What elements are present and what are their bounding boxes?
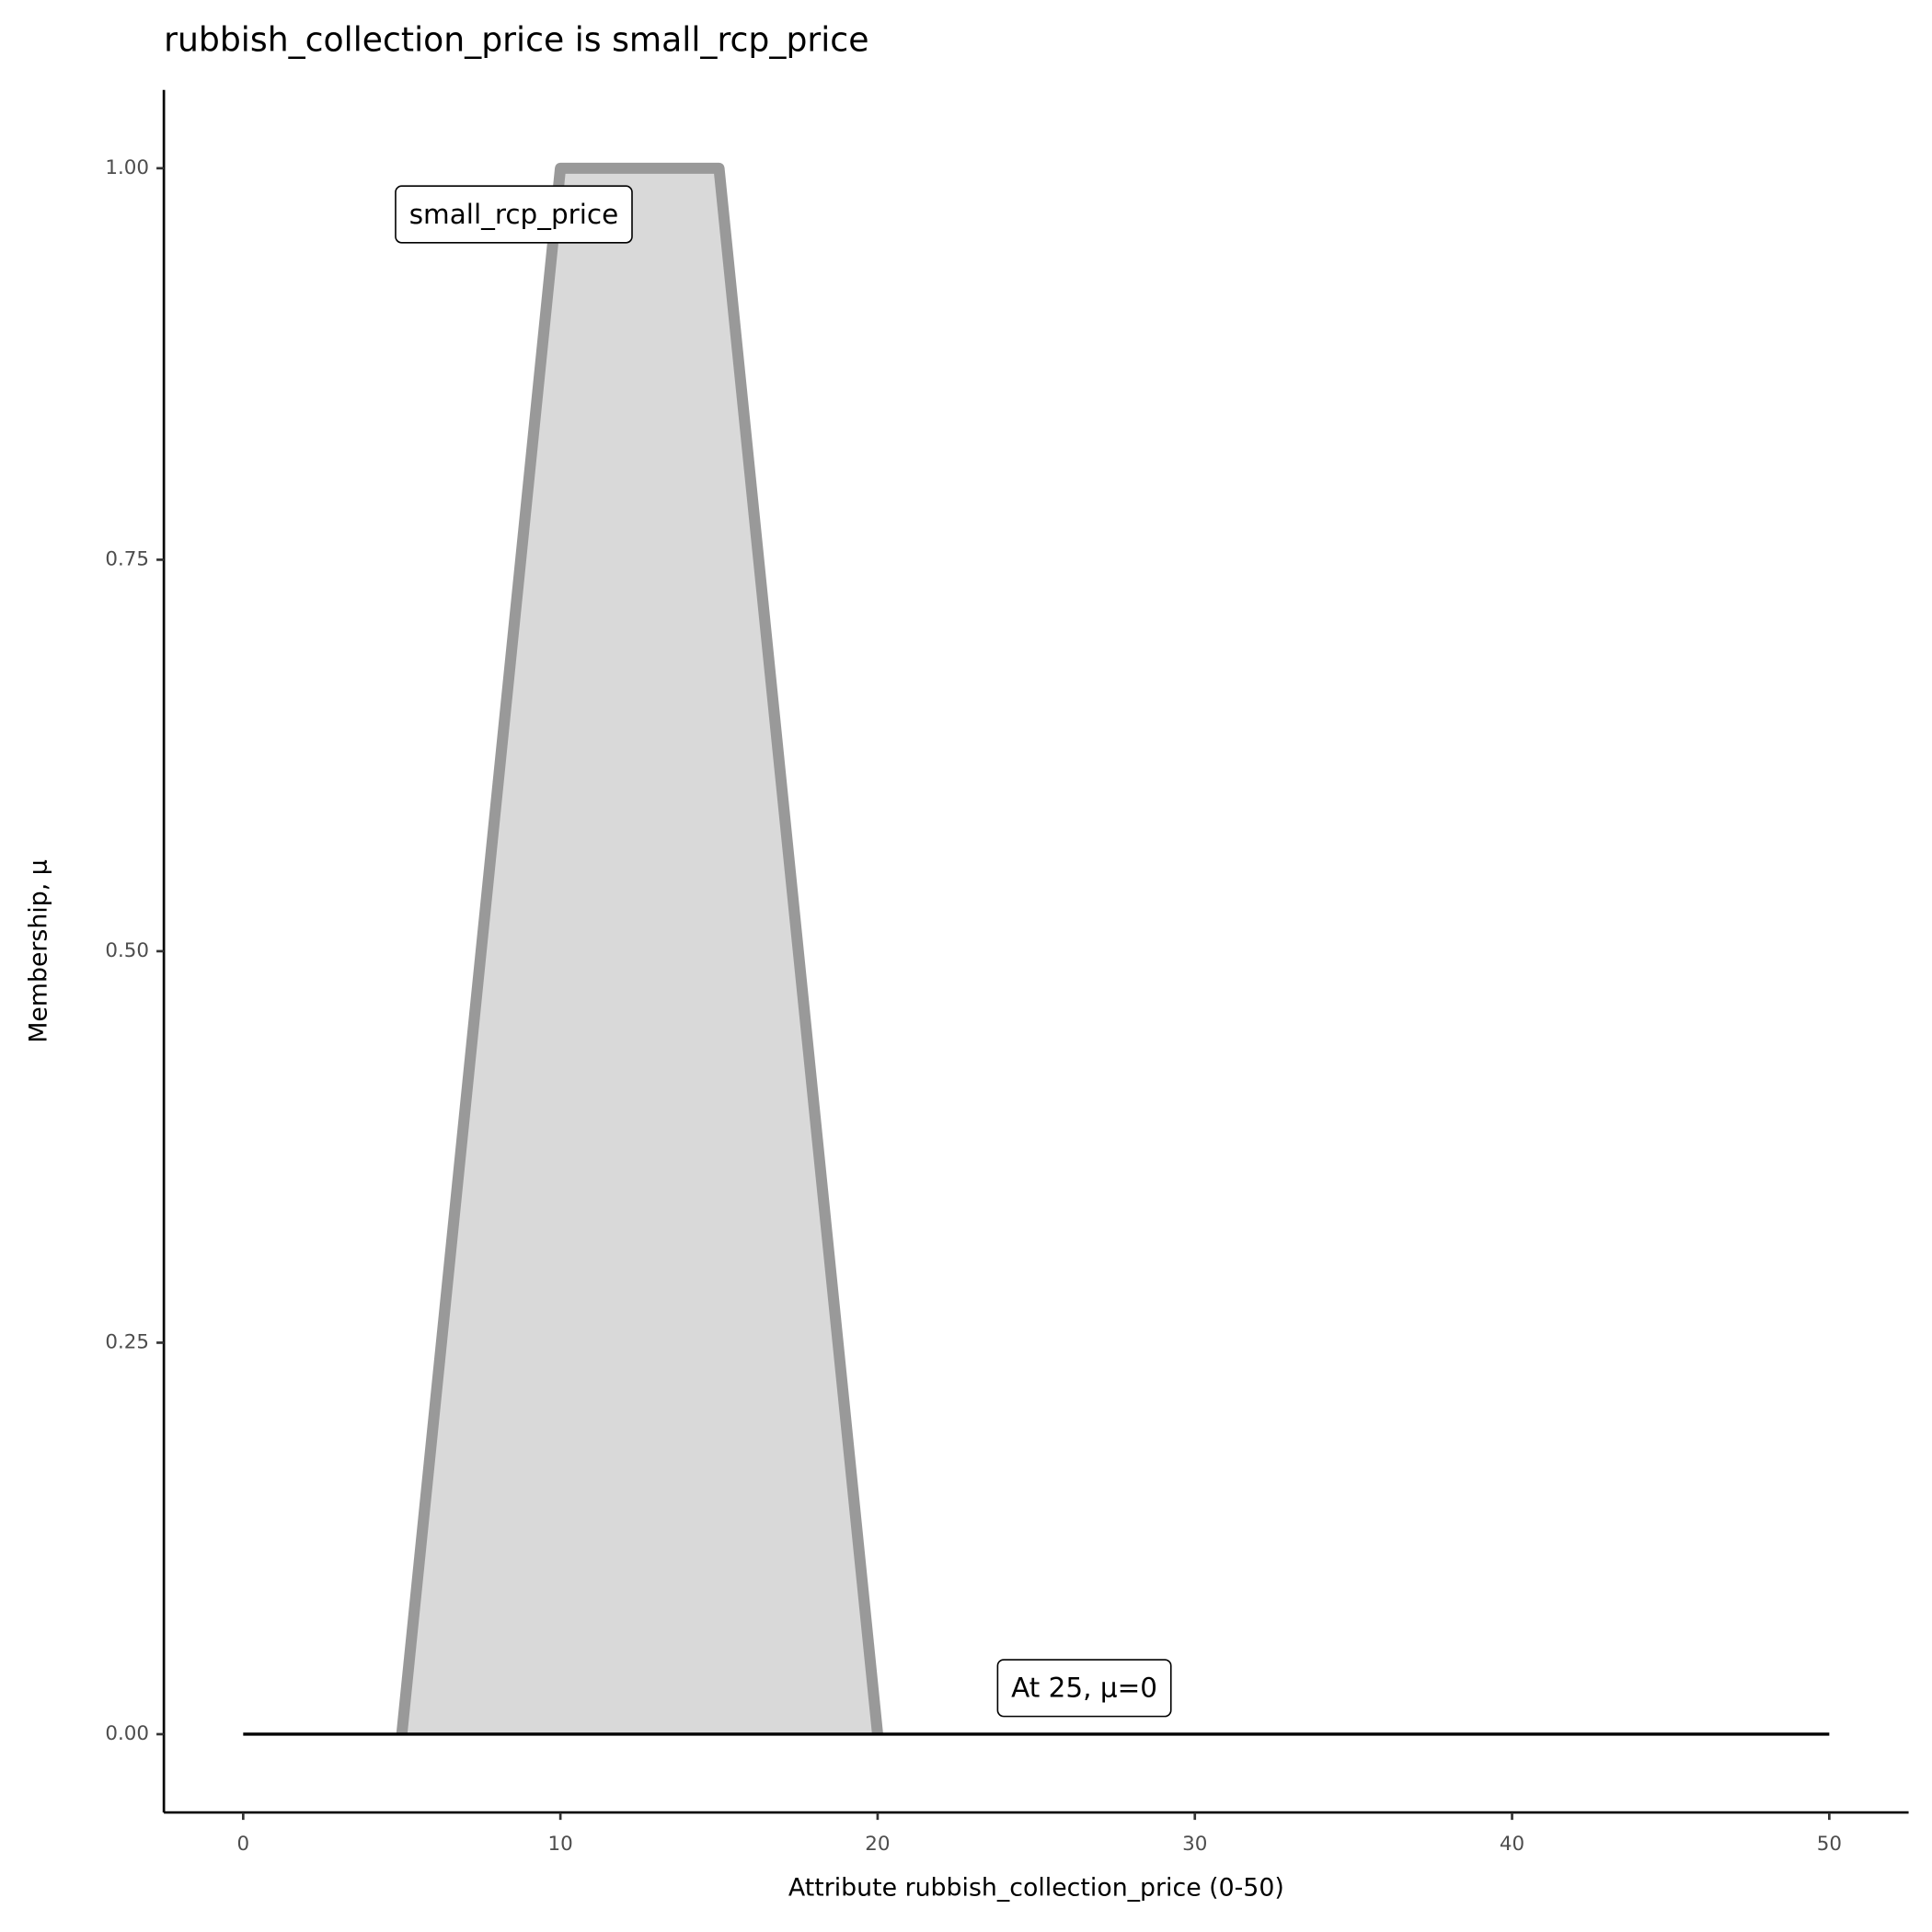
annotation: At 25, μ=0 xyxy=(1011,1673,1157,1704)
y-tick-label: 0.00 xyxy=(105,1722,149,1745)
annotation-group: At 25, μ=0 xyxy=(996,1659,1172,1718)
y-tick-label: 0.50 xyxy=(105,939,149,962)
y-tick-label: 1.00 xyxy=(105,156,149,179)
series-label-group: small_rcp_price xyxy=(395,185,633,244)
y-axis-title: Membership, μ xyxy=(24,859,52,1042)
series-label-box xyxy=(395,185,633,244)
x-tick-label: 40 xyxy=(1500,1833,1524,1856)
x-tick-label: 0 xyxy=(237,1833,250,1856)
annotation-box xyxy=(996,1659,1172,1718)
series-label: small_rcp_price xyxy=(409,199,619,230)
x-tick-label: 50 xyxy=(1817,1833,1842,1856)
x-tick-label: 20 xyxy=(865,1833,890,1856)
area-outline xyxy=(396,162,883,1735)
y-tick-label: 0.25 xyxy=(105,1330,149,1353)
y-tick-label: 0.75 xyxy=(105,547,149,570)
x-tick-label: 30 xyxy=(1182,1833,1207,1856)
x-tick-label: 10 xyxy=(548,1833,573,1856)
x-axis-title: Attribute rubbish_collection_price (0-50… xyxy=(788,1874,1284,1903)
chart-title: rubbish_collection_price is small_rcp_pr… xyxy=(164,20,868,60)
